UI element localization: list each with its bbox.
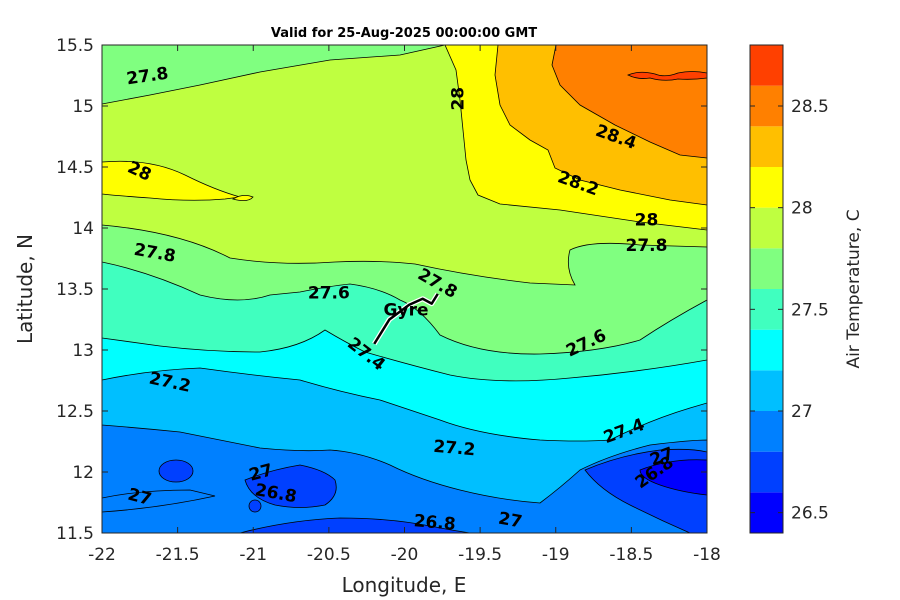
fill-level-26.6-south	[239, 517, 471, 533]
fill-level-26.6-spot	[158, 459, 194, 483]
fill-level-26.8-west	[102, 489, 216, 513]
y-tick-label: 13.5	[56, 280, 94, 300]
fill-level-26.4-east	[639, 459, 707, 496]
contour-label: 27.6	[308, 284, 350, 304]
colorbar-swatch	[750, 248, 783, 289]
contour-label: 28	[448, 87, 468, 111]
colorbar-swatch	[750, 126, 783, 167]
y-axis-label: Latitude, N	[13, 234, 37, 344]
colorbar	[749, 44, 784, 534]
annotation-gyre: Gyre	[384, 301, 429, 321]
colorbar-swatch	[750, 167, 783, 208]
fill-level-28.0-west	[102, 160, 241, 201]
colorbar-swatch	[750, 411, 783, 452]
fill-level-28.0-blob	[231, 195, 254, 201]
y-tick-label: 14	[72, 219, 94, 239]
track-layer	[372, 292, 440, 346]
x-tick-label: -21	[239, 545, 267, 565]
fill-level-28.6	[627, 71, 707, 81]
x-axis-label: Longitude, E	[342, 573, 467, 597]
colorbar-swatch	[750, 289, 783, 330]
contour-label: 28	[635, 210, 659, 230]
y-tick-label: 13	[72, 341, 94, 361]
y-tick-label: 12	[72, 463, 94, 483]
contour-label: 27	[497, 509, 524, 533]
x-tick-label: -18	[693, 545, 721, 565]
fill-level-28.4	[551, 45, 707, 159]
colorbar-swatch	[750, 207, 783, 249]
colorbar-swatch	[750, 451, 783, 493]
colorbar-tick-label: 27	[791, 402, 813, 422]
y-tick-label: 11.5	[56, 524, 94, 544]
contour-label: 27.8	[626, 236, 668, 256]
contour-label: 27.2	[433, 437, 477, 461]
y-axis-ticks: 11.5 12 12.5 13 13.5 14 14.5 15 15.5	[56, 36, 707, 544]
fill-level-27.6-nw	[102, 45, 446, 105]
storm-track-line	[373, 293, 439, 345]
contour-fills	[102, 45, 707, 533]
y-tick-label: 14.5	[56, 158, 94, 178]
colorbar-swatch	[750, 492, 783, 533]
fill-level-26.6-dot	[248, 499, 262, 513]
colorbar-tick-label: 26.5	[791, 504, 829, 524]
colorbar-swatch	[750, 45, 783, 86]
x-tick-label: -22	[88, 545, 116, 565]
colorbar-tick-label: 28.5	[791, 97, 829, 117]
contour-label: 26.8	[413, 511, 457, 535]
y-tick-label: 15.5	[56, 36, 94, 56]
colorbar-swatch	[750, 370, 783, 411]
chart-title: Valid for 25-Aug-2025 00:00:00 GMT	[271, 26, 537, 41]
colorbar-ticks: 26.5 27 27.5 28 28.5	[750, 97, 829, 524]
y-tick-label: 12.5	[56, 402, 94, 422]
x-axis-ticks: -22 -21.5 -21 -20.5 -20 -19.5 -19 -18.5 -18	[88, 45, 721, 565]
colorbar-frame	[749, 44, 784, 534]
fill-level-26.6	[244, 464, 337, 508]
x-tick-label: -18.5	[609, 545, 653, 565]
colorbar-swatch	[750, 85, 783, 127]
x-tick-label: -20	[391, 545, 419, 565]
colorbar-label: Air Temperature, C	[844, 209, 864, 368]
x-tick-label: -20.5	[307, 545, 351, 565]
colorbar-tick-label: 28	[791, 199, 813, 219]
colorbar-swatch	[750, 329, 783, 371]
colorbar-tick-label: 27.5	[791, 300, 829, 320]
x-tick-label: -21.5	[156, 545, 200, 565]
y-tick-label: 15	[72, 97, 94, 117]
x-tick-label: -19.5	[458, 545, 502, 565]
x-tick-label: -19	[542, 545, 570, 565]
